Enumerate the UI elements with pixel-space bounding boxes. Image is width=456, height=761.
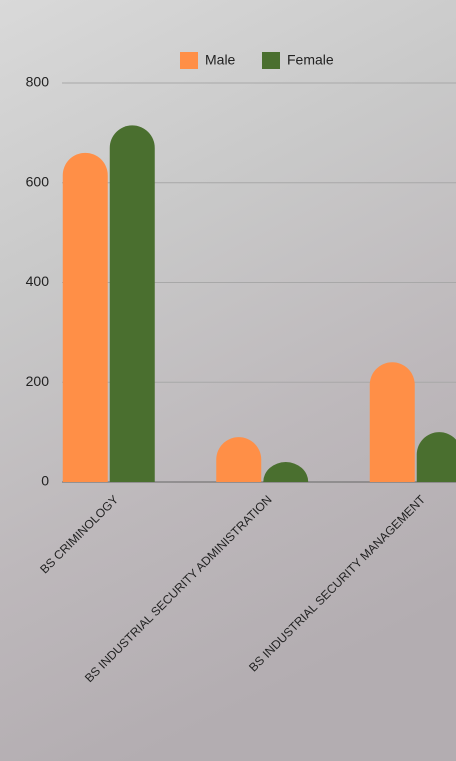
bar: [416, 432, 456, 482]
bar: [109, 125, 155, 483]
legend-label: Female: [287, 52, 334, 68]
legend-label: Male: [205, 52, 236, 68]
legend-swatch: [180, 52, 198, 69]
bar: [263, 462, 309, 482]
bar: [369, 362, 415, 482]
y-tick-label: 200: [26, 373, 50, 389]
bar: [62, 152, 108, 482]
legend-swatch: [262, 52, 280, 69]
y-tick-label: 0: [41, 473, 49, 489]
bar: [216, 437, 262, 482]
y-tick-label: 400: [26, 273, 50, 289]
y-tick-label: 600: [26, 173, 50, 189]
y-tick-label: 800: [26, 74, 50, 90]
